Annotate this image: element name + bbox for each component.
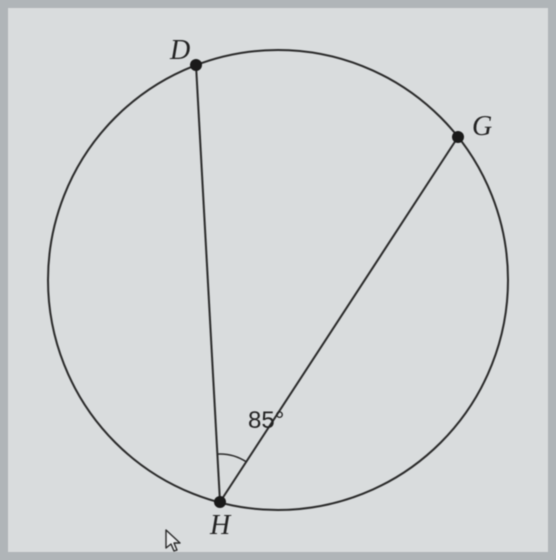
point-label-H: H [210,510,230,542]
point-label-D: D [170,35,190,67]
diagram-canvas: D G H 85° [8,8,548,552]
angle-label: 85° [248,407,284,435]
geometry-svg [8,8,548,552]
point-label-G: G [472,111,492,143]
cursor-icon [164,528,184,554]
